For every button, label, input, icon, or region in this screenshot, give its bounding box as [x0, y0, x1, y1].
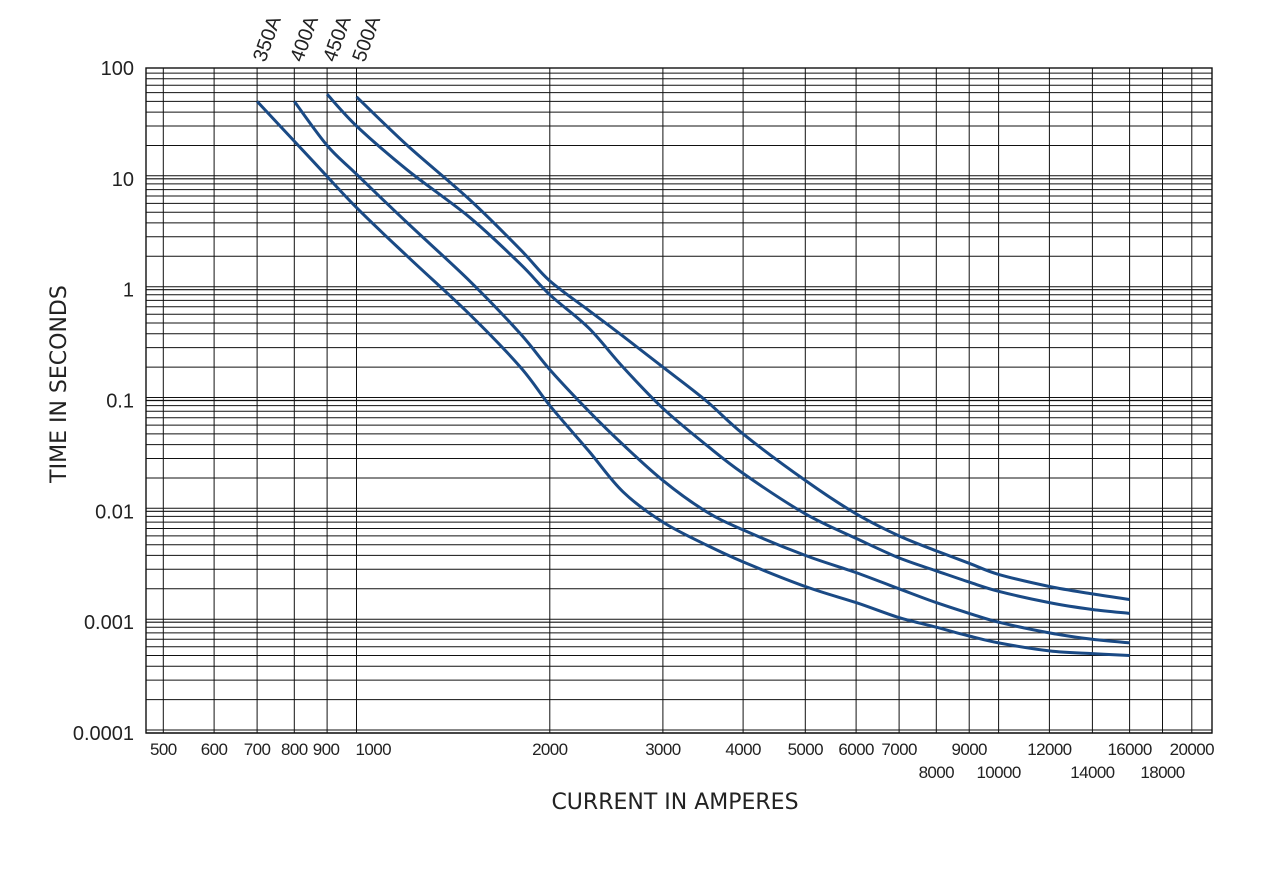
x-tick-label: 600 [201, 740, 228, 759]
x-tick-label: 18000 [1140, 763, 1184, 782]
x-tick-label: 1000 [356, 740, 392, 759]
x-tick-label: 500 [150, 740, 177, 759]
y-axis-title: TIME IN SECONDS [47, 285, 72, 484]
series-label-400a: 400A [286, 13, 323, 65]
x-tick-label: 2000 [532, 740, 568, 759]
x-tick-label: 12000 [1027, 740, 1071, 759]
series-label-350a: 350A [249, 13, 286, 65]
x-tick-label: 16000 [1107, 740, 1151, 759]
x-tick-label: 5000 [788, 740, 824, 759]
x-tick-label: 700 [244, 740, 271, 759]
x-tick-label: 14000 [1070, 763, 1114, 782]
y-tick-label: 0.001 [84, 612, 134, 634]
y-tick-label: 100 [101, 58, 134, 80]
plot-frame [145, 67, 1213, 734]
series-line-350a [256, 100, 1130, 657]
series-line-450a [325, 93, 1130, 615]
x-tick-label: 4000 [725, 740, 761, 759]
x-tick-label: 10000 [976, 763, 1020, 782]
series-line-400a [293, 100, 1130, 645]
x-tick-label: 800 [281, 740, 308, 759]
x-tick-label: 9000 [951, 740, 987, 759]
y-tick-label: 10 [112, 169, 134, 191]
series-lines [256, 93, 1130, 657]
x-tick-label: 7000 [881, 740, 917, 759]
series-line-500a [355, 95, 1130, 601]
y-tick-label: 0.0001 [73, 723, 134, 745]
y-tick-label: 0.1 [106, 391, 134, 413]
x-tick-label: 3000 [645, 740, 681, 759]
x-tick-labels: 500 600 700 800 900 1000 2000 3000 4000 5000 6000 7… [150, 740, 1215, 782]
x-tick-label: 20000 [1170, 740, 1214, 759]
x-tick-label: 8000 [919, 763, 955, 782]
y-tick-labels: 100 10 1 0.1 0.01 0.001 0.0001 [73, 58, 134, 745]
x-tick-label: 6000 [838, 740, 874, 759]
x-axis-title: CURRENT IN AMPERES [551, 790, 798, 815]
x-tick-label: 900 [313, 740, 340, 759]
y-tick-label: 1 [123, 280, 134, 302]
y-tick-label: 0.01 [95, 501, 134, 523]
horizontal-grid [146, 72, 1212, 734]
